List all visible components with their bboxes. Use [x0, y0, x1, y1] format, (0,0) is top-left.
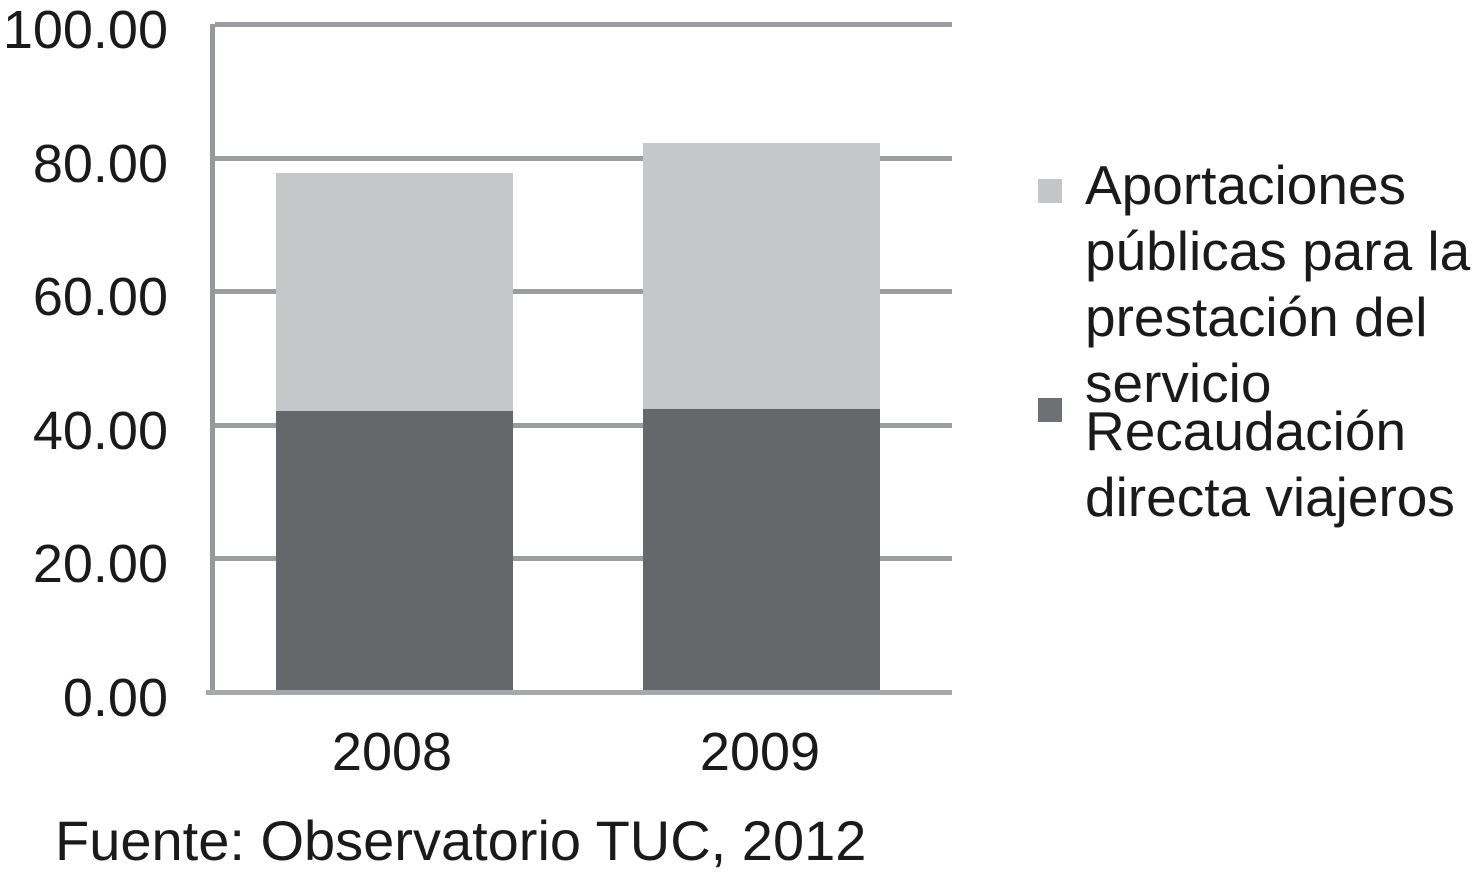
- gridline-20: [215, 556, 952, 561]
- bar-2009: [642, 24, 880, 692]
- bar-segment-aportaciones-2008: [275, 173, 513, 411]
- y-axis-tick-label: 0.00: [62, 668, 168, 728]
- bar-segment-aportaciones-2009: [642, 143, 880, 409]
- bar-segment-recaudacion-2008: [275, 411, 513, 692]
- x-axis-line: [206, 690, 952, 695]
- gridline-40: [215, 423, 952, 428]
- plot-area: [206, 22, 952, 695]
- legend-label: Recaudación directa viajeros: [1085, 400, 1455, 528]
- gridline-80: [215, 156, 952, 161]
- legend-swatch-icon: [1038, 179, 1062, 203]
- y-axis-tick-label: 60.00: [32, 267, 168, 328]
- y-axis-tick-label: 80.00: [32, 133, 168, 194]
- x-axis-label-2008: 2008: [331, 722, 453, 782]
- legend-item-recaudacion: Recaudación directa viajeros: [1038, 398, 1483, 530]
- y-axis-tick-label: 20.00: [32, 534, 168, 595]
- gridline-100: [215, 22, 952, 27]
- legend-label: Aportaciones públicas para la prestación…: [1085, 154, 1471, 414]
- source-note: Fuente: Observatorio TUC, 2012: [55, 809, 867, 872]
- bar-2008: [275, 24, 513, 692]
- x-axis-label-2009: 2009: [699, 722, 821, 782]
- legend-swatch-icon: [1038, 398, 1062, 422]
- gridline-60: [215, 289, 952, 294]
- bar-segment-recaudacion-2009: [642, 409, 880, 692]
- y-axis-tick-label: 40.00: [32, 400, 168, 461]
- legend-item-aportaciones: Aportaciones públicas para la prestación…: [1038, 152, 1483, 416]
- y-axis-tick-label: 100.00: [2, 0, 168, 60]
